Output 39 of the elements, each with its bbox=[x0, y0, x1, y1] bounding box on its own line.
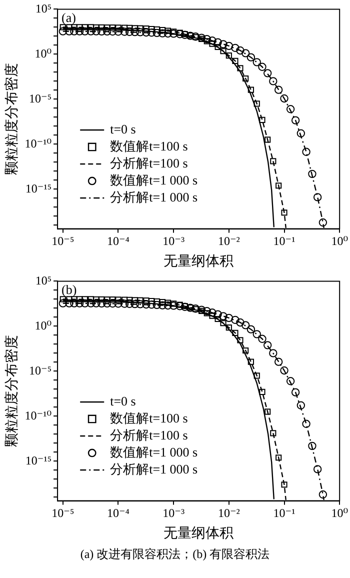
x-tick-label: 10⁻⁵ bbox=[52, 234, 74, 248]
x-tick-label: 10⁻³ bbox=[162, 234, 185, 248]
x-tick-label: 10⁻³ bbox=[162, 506, 185, 520]
x-tick-label: 10⁻² bbox=[218, 506, 240, 520]
legend-label: 数值解t=100 s bbox=[110, 138, 188, 154]
y-tick-label: 10⁵ bbox=[35, 273, 52, 288]
legend-label: 数值解t=1 000 s bbox=[110, 444, 198, 460]
y-tick-label: 10⁻⁵ bbox=[29, 363, 52, 378]
legend-label: 分析解t=100 s bbox=[110, 427, 188, 442]
x-axis-title: 无量纲体积 bbox=[164, 253, 234, 270]
y-tick-label: 10⁻⁵ bbox=[29, 91, 52, 106]
y-tick-label: 10⁰ bbox=[34, 318, 52, 332]
y-tick-label: 10⁻¹⁰ bbox=[24, 136, 52, 150]
x-tick-label: 10⁻⁴ bbox=[106, 234, 130, 248]
y-tick-label: 10⁵ bbox=[35, 1, 52, 16]
x-tick-label: 10⁻¹ bbox=[273, 234, 296, 248]
y-tick-label: 10⁻¹⁵ bbox=[25, 453, 52, 468]
y-tick-label: 10⁻¹⁵ bbox=[25, 181, 52, 196]
legend-label: t=0 s bbox=[110, 393, 136, 408]
y-axis-title: 颗粒粒度分布密度 bbox=[4, 335, 20, 447]
x-tick-label: 10⁰ bbox=[331, 234, 348, 248]
x-tick-label: 10⁻² bbox=[218, 234, 240, 248]
legend-label: 数值解t=100 s bbox=[110, 410, 188, 426]
x-tick-label: 10⁰ bbox=[331, 506, 348, 520]
x-axis-title: 无量纲体积 bbox=[164, 525, 234, 542]
legend-label: 分析解t=1 000 s bbox=[110, 189, 198, 204]
x-tick-label: 10⁻⁴ bbox=[106, 506, 130, 520]
x-tick-label: 10⁻⁵ bbox=[52, 506, 74, 520]
legend-label: 分析解t=100 s bbox=[110, 155, 188, 170]
legend-label: 数值解t=1 000 s bbox=[110, 172, 198, 188]
y-tick-label: 10⁰ bbox=[34, 46, 52, 60]
legend-label: t=0 s bbox=[110, 121, 136, 136]
annotation: (b) bbox=[62, 282, 77, 298]
legend-label: 分析解t=1 000 s bbox=[110, 461, 198, 476]
y-tick-label: 10⁻¹⁰ bbox=[24, 408, 52, 422]
annotation: (a) bbox=[62, 10, 76, 26]
y-axis-title: 颗粒粒度分布密度 bbox=[4, 63, 20, 175]
text: (a) 改进有限容积法；(b) 有限容积法 bbox=[79, 546, 271, 563]
x-tick-label: 10⁻¹ bbox=[273, 506, 296, 520]
